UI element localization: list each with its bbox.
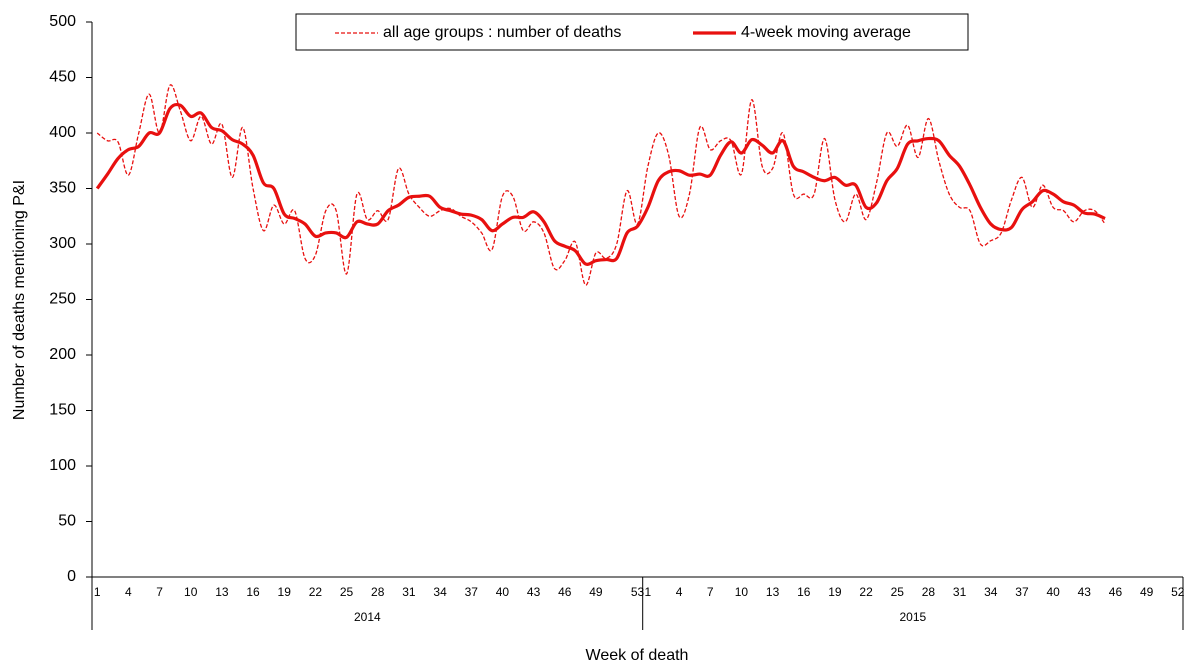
x-tick-label: 49	[589, 585, 603, 599]
x-tick-label: 7	[707, 585, 714, 599]
x-tick-label: 37	[465, 585, 479, 599]
x-tick-label: 31	[402, 585, 416, 599]
x-tick-label: 34	[433, 585, 447, 599]
x-tick-label: 22	[859, 585, 873, 599]
x-tick-label: 40	[496, 585, 510, 599]
y-tick-label: 150	[49, 402, 76, 419]
legend-label: 4-week moving average	[741, 24, 911, 41]
x-tick-label: 46	[1109, 585, 1123, 599]
x-tick-label: 46	[558, 585, 572, 599]
y-tick-label: 450	[49, 69, 76, 86]
x-tick-label: 19	[278, 585, 292, 599]
group-label: 2014	[354, 610, 381, 624]
y-tick-label: 50	[58, 513, 76, 530]
x-tick-label: 13	[215, 585, 229, 599]
x-tick-label: 4	[676, 585, 683, 599]
x-tick-label: 10	[735, 585, 749, 599]
x-tick-label: 22	[309, 585, 323, 599]
x-axis-title: Week of death	[586, 647, 689, 664]
y-tick-label: 250	[49, 291, 76, 308]
y-tick-label: 500	[49, 13, 76, 30]
x-tick-label: 52	[1171, 585, 1185, 599]
x-tick-label: 16	[797, 585, 811, 599]
x-tick-label: 49	[1140, 585, 1154, 599]
x-tick-label: 28	[371, 585, 385, 599]
x-tick-label: 31	[953, 585, 967, 599]
y-tick-label: 300	[49, 235, 76, 252]
x-tick-label: 19	[828, 585, 842, 599]
x-tick-label: 37	[1015, 585, 1029, 599]
x-tick-label: 40	[1046, 585, 1060, 599]
x-tick-label: 53	[631, 585, 645, 599]
x-tick-label: 43	[527, 585, 541, 599]
x-tick-label: 10	[184, 585, 198, 599]
x-tick-label: 1	[94, 585, 101, 599]
x-tick-label: 34	[984, 585, 998, 599]
x-tick-label: 4	[125, 585, 132, 599]
y-tick-label: 0	[67, 568, 76, 585]
y-axis-title: Number of deaths mentioning P&I	[11, 180, 28, 420]
x-tick-label: 25	[340, 585, 354, 599]
group-label: 2015	[899, 610, 926, 624]
y-tick-label: 350	[49, 180, 76, 197]
data-line	[96, 84, 1106, 286]
data-line	[95, 102, 1106, 266]
x-tick-label: 1	[645, 585, 652, 599]
x-tick-label: 7	[156, 585, 163, 599]
x-tick-label: 16	[246, 585, 260, 599]
y-tick-label: 400	[49, 124, 76, 141]
legend-label: all age groups : number of deaths	[383, 24, 621, 41]
x-tick-label: 43	[1078, 585, 1092, 599]
y-tick-label: 200	[49, 346, 76, 363]
x-tick-label: 25	[891, 585, 905, 599]
x-tick-label: 28	[922, 585, 936, 599]
x-tick-label: 13	[766, 585, 780, 599]
legend-box	[295, 13, 969, 51]
y-tick-label: 100	[49, 457, 76, 474]
